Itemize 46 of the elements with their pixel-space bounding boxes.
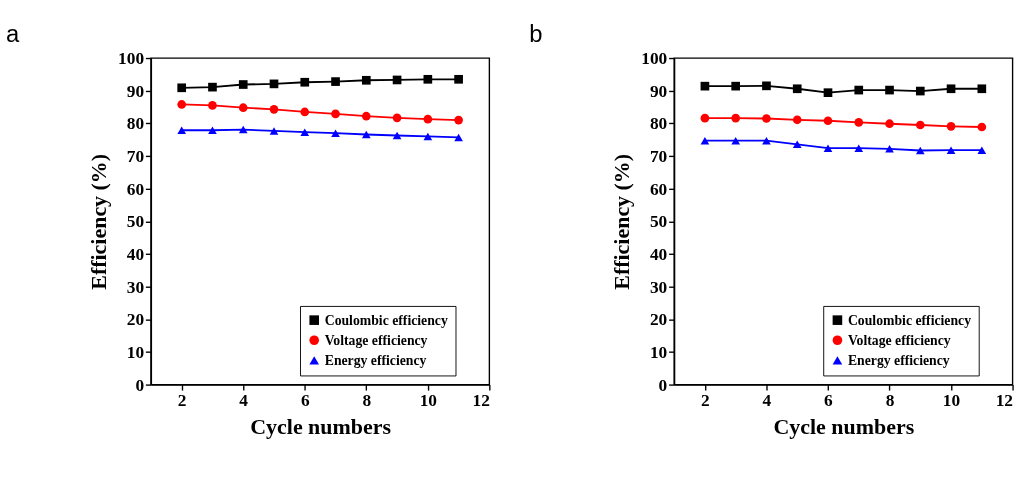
y-tick-label: 60	[649, 179, 668, 199]
y-tick-label: 50	[126, 212, 145, 232]
x-tick-label: 6	[824, 391, 834, 411]
legend-label: Voltage efficiency	[324, 332, 428, 348]
x-tick-label: 8	[362, 391, 372, 411]
y-tick-label: 10	[126, 342, 145, 362]
y-tick-label: 90	[126, 81, 145, 101]
x-tick-label: 8	[885, 391, 895, 411]
y-tick-label: 70	[126, 146, 145, 166]
legend-label: Energy efficiency	[324, 352, 427, 368]
y-tick-label: 20	[126, 310, 145, 330]
y-tick-label: 80	[649, 114, 668, 134]
chart-title: b	[529, 19, 543, 47]
y-tick-label: 0	[658, 375, 668, 395]
y-tick-label: 30	[126, 277, 145, 297]
y-tick-label: 60	[126, 179, 145, 199]
x-tick-label: 6	[300, 391, 310, 411]
x-tick-label: 10	[942, 391, 961, 411]
y-tick-label: 80	[126, 114, 145, 134]
y-axis-title: Efficiency (%)	[609, 153, 635, 290]
legend-label: Coulombic efficiency	[324, 312, 448, 328]
x-axis-title: Cycle numbers	[250, 414, 391, 440]
legend-label: Voltage efficiency	[847, 332, 951, 348]
legend-label: Energy efficiency	[847, 352, 950, 368]
y-tick-label: 100	[641, 49, 668, 69]
x-tick-label: 4	[239, 391, 249, 411]
y-tick-label: 10	[649, 342, 668, 362]
y-tick-label: 40	[126, 244, 145, 264]
x-tick-label: 2	[701, 391, 710, 411]
y-tick-label: 70	[649, 146, 668, 166]
y-tick-label: 90	[649, 81, 668, 101]
x-tick-label: 4	[762, 391, 772, 411]
y-tick-label: 40	[649, 244, 668, 264]
x-axis-title: Cycle numbers	[773, 414, 915, 440]
legend-label: Coulombic efficiency	[847, 312, 972, 328]
chart-title: a	[5, 19, 20, 47]
y-tick-label: 30	[649, 277, 668, 297]
y-tick-label: 20	[649, 310, 668, 330]
x-tick-label: 10	[419, 391, 438, 411]
y-tick-label: 50	[649, 212, 668, 232]
y-tick-label: 0	[135, 375, 145, 395]
x-tick-label: 2	[177, 391, 187, 411]
x-tick-label: 12	[472, 391, 490, 411]
y-axis-title: Efficiency (%)	[86, 153, 112, 290]
y-tick-label: 100	[118, 49, 145, 69]
x-tick-label: 12	[995, 391, 1014, 411]
